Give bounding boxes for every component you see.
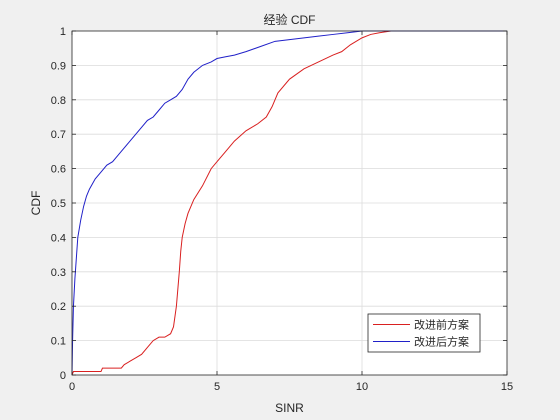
series-group	[71, 30, 507, 376]
y-tick-label: 1	[60, 26, 66, 38]
y-tick-label: 0.2	[51, 301, 66, 313]
y-tick-label: 0.5	[51, 198, 66, 210]
x-tick-label: 15	[501, 381, 513, 393]
y-tick-label: 0	[60, 370, 66, 382]
y-axis-label: CDF	[29, 191, 43, 216]
x-tick-label: 0	[69, 381, 75, 393]
ticks: 0 5 10 15 0 0.1 0.2 0.3 0.4 0.5 0.6 0.7 0.8 0.9 1	[51, 26, 513, 393]
series-line-0	[71, 30, 507, 376]
y-tick-label: 0.8	[51, 95, 66, 107]
legend-label-after: 改进后方案	[414, 335, 469, 349]
y-tick-label: 0.9	[51, 60, 66, 72]
legend-box	[367, 313, 481, 353]
grid	[72, 31, 507, 375]
y-tick-label: 0.7	[51, 129, 66, 141]
y-tick-label: 0.6	[51, 164, 66, 176]
x-tick-label: 10	[356, 381, 368, 393]
y-tick-label: 0.3	[51, 267, 66, 279]
x-tick-label: 5	[214, 381, 220, 393]
legend: 改进前方案 改进后方案	[367, 313, 481, 353]
y-tick-label: 0.4	[51, 232, 66, 244]
legend-label-before: 改进前方案	[414, 318, 469, 332]
series-line-1	[71, 30, 507, 376]
y-tick-label: 0.1	[51, 336, 66, 348]
chart-title: 经验 CDF	[264, 12, 316, 27]
x-axis-label: SINR	[275, 401, 304, 415]
